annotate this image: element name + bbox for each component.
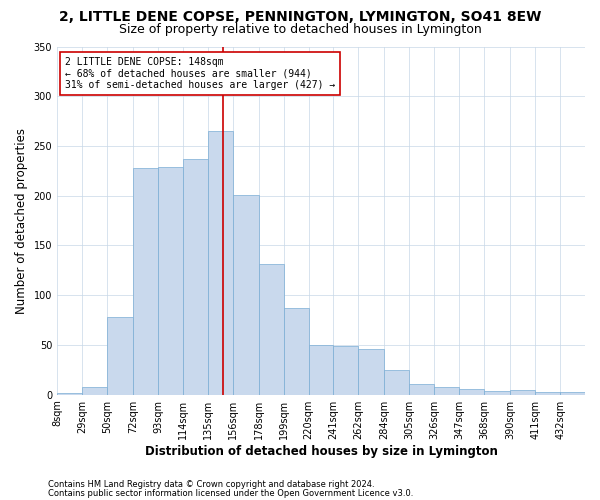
Bar: [535, 392, 560, 394]
Bar: [208, 131, 233, 394]
Text: 2 LITTLE DENE COPSE: 148sqm
← 68% of detached houses are smaller (944)
31% of se: 2 LITTLE DENE COPSE: 148sqm ← 68% of det…: [65, 57, 335, 90]
Bar: [358, 349, 385, 395]
Bar: [385, 370, 409, 394]
Bar: [259, 264, 284, 394]
Bar: [510, 390, 535, 394]
Bar: [459, 388, 484, 394]
Y-axis label: Number of detached properties: Number of detached properties: [15, 128, 28, 314]
Bar: [158, 167, 183, 394]
Bar: [183, 159, 208, 394]
Bar: [107, 317, 133, 394]
Text: Size of property relative to detached houses in Lymington: Size of property relative to detached ho…: [119, 22, 481, 36]
Bar: [434, 386, 459, 394]
Bar: [57, 392, 82, 394]
Bar: [484, 390, 510, 394]
Bar: [233, 194, 259, 394]
X-axis label: Distribution of detached houses by size in Lymington: Distribution of detached houses by size …: [145, 444, 497, 458]
Bar: [560, 392, 585, 394]
Bar: [409, 384, 434, 394]
Bar: [82, 386, 107, 394]
Bar: [133, 168, 158, 394]
Text: Contains public sector information licensed under the Open Government Licence v3: Contains public sector information licen…: [48, 489, 413, 498]
Text: Contains HM Land Registry data © Crown copyright and database right 2024.: Contains HM Land Registry data © Crown c…: [48, 480, 374, 489]
Bar: [284, 308, 308, 394]
Bar: [308, 345, 334, 395]
Bar: [334, 346, 358, 395]
Text: 2, LITTLE DENE COPSE, PENNINGTON, LYMINGTON, SO41 8EW: 2, LITTLE DENE COPSE, PENNINGTON, LYMING…: [59, 10, 541, 24]
